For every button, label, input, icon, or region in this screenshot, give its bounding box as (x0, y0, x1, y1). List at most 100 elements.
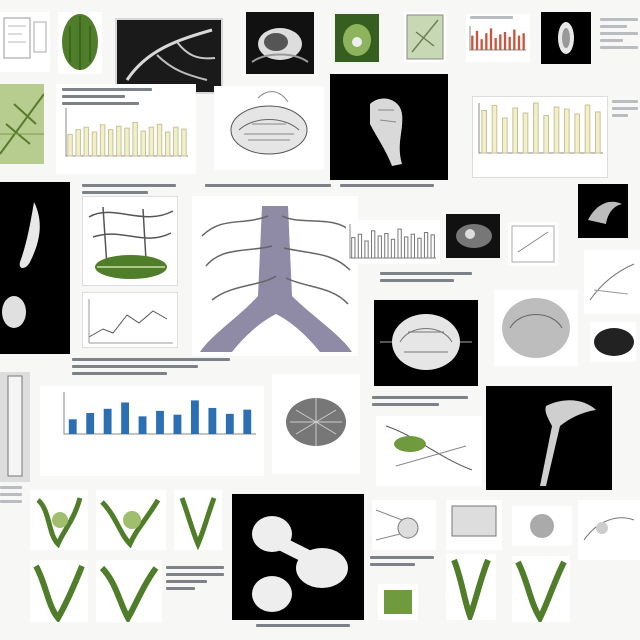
shell-sketch-image (230, 91, 308, 155)
sketch-c-image (589, 263, 635, 301)
chart-bar (371, 230, 376, 259)
chart-bar (502, 117, 508, 154)
blue-bar-chart (63, 392, 256, 435)
leaf-sketch-image (406, 14, 444, 60)
chart-bar (190, 400, 199, 434)
panel-mid-bars (346, 220, 440, 264)
chart-bar (430, 234, 435, 259)
chart-bar (503, 32, 507, 50)
panel-green-anatomy-c (174, 490, 222, 550)
chart-bar (132, 121, 138, 157)
green-anatomy-d-image (33, 564, 85, 622)
chart-bar (508, 36, 511, 50)
chart-bar (522, 33, 525, 50)
chart-bar (564, 108, 570, 154)
panel-text-caption-f (372, 394, 472, 418)
red-bar-chart (469, 26, 526, 51)
panel-sketch-leaf (404, 12, 446, 62)
chart-bar (225, 413, 234, 434)
chart-bar (517, 35, 521, 50)
dark-stone-image (594, 328, 634, 356)
green-anatomy-e-image (99, 565, 159, 622)
chart-bar (148, 126, 155, 157)
chart-bar (553, 106, 560, 154)
panel-green-anatomy-b (96, 490, 166, 550)
chart-bar (243, 409, 252, 434)
panel-sketch-e (446, 500, 502, 550)
panel-bw-organ (246, 12, 314, 74)
green-plant-image (335, 14, 379, 62)
panel-red-chart (466, 14, 530, 62)
panel-text-caption-b (205, 182, 333, 194)
panel-green-anatomy-d (30, 560, 88, 622)
panel-tall-bars (472, 96, 608, 178)
chart-bar (491, 105, 498, 154)
shell-photo-image (502, 298, 570, 358)
green-anatomy-g-image (515, 560, 567, 622)
specimen-image (558, 22, 574, 54)
skeleton-scan-image (540, 400, 596, 486)
panel-black-tail (0, 182, 70, 354)
panel-green-leaf (58, 12, 102, 74)
panel-black-bones (232, 494, 364, 620)
panel-green-network (82, 196, 178, 286)
chart-bar (173, 414, 182, 434)
cream-bar-chart (65, 108, 188, 157)
chart-bar (480, 39, 483, 50)
sketch-figure-image (3, 17, 47, 59)
chart-bar (410, 233, 415, 259)
panel-black-bird (578, 184, 628, 238)
green-anatomy-a-image (36, 497, 83, 549)
chart-bar (121, 402, 130, 434)
panel-cream-bars (56, 84, 196, 174)
chart-bar (86, 413, 95, 434)
green-network-image (88, 206, 174, 279)
panel-diagram-top-left (0, 12, 50, 72)
chart-bar (364, 240, 369, 259)
chart-axis (478, 103, 603, 154)
chart-axis (469, 26, 526, 51)
panel-black-skeleton (486, 386, 612, 490)
line-plot-image (88, 299, 173, 344)
chart-bar (475, 30, 479, 50)
chart-bar (116, 125, 122, 157)
chart-bar (584, 104, 591, 154)
chart-bar (124, 127, 130, 157)
panel-text-right-b (612, 100, 640, 160)
chart-bar (423, 232, 429, 259)
chart-bar (156, 410, 164, 434)
chart-bar (574, 113, 580, 154)
panel-black-specimen (541, 12, 591, 64)
panel-green-veins (0, 84, 44, 164)
panel-text-caption-a (82, 182, 178, 198)
green-small-image (384, 590, 412, 614)
chart-axis (65, 108, 188, 157)
panel-sketch-g (578, 500, 640, 560)
specimen-black-image (2, 202, 40, 328)
panel-text-caption-g (0, 486, 24, 566)
chart-bar (208, 407, 217, 434)
chart-bar (164, 131, 171, 157)
panel-xray-leg (0, 372, 30, 482)
panel-green-anatomy-f (446, 554, 496, 620)
chart-bar (156, 123, 163, 157)
urchin-image (286, 398, 346, 446)
panel-black-bone (330, 74, 448, 180)
panel-green-anatomy-e (96, 560, 162, 622)
chart-bar (107, 129, 114, 157)
chart-bar (485, 33, 488, 50)
panel-text-caption-e (72, 356, 232, 384)
panel-dark-scan (446, 214, 500, 258)
chart-bar (481, 110, 487, 154)
panel-sketch-d (372, 500, 436, 550)
sketch-f-image (530, 514, 554, 538)
dark-scan-image (456, 224, 492, 248)
chart-bar (499, 34, 502, 50)
chart-bar (494, 38, 497, 50)
chart-bar (103, 408, 112, 434)
chart-bar (67, 133, 73, 157)
chart-bar (377, 235, 382, 259)
chart-bar (533, 102, 539, 154)
panel-vascular-tree (192, 196, 358, 356)
green-anatomy-c-image (179, 497, 217, 550)
